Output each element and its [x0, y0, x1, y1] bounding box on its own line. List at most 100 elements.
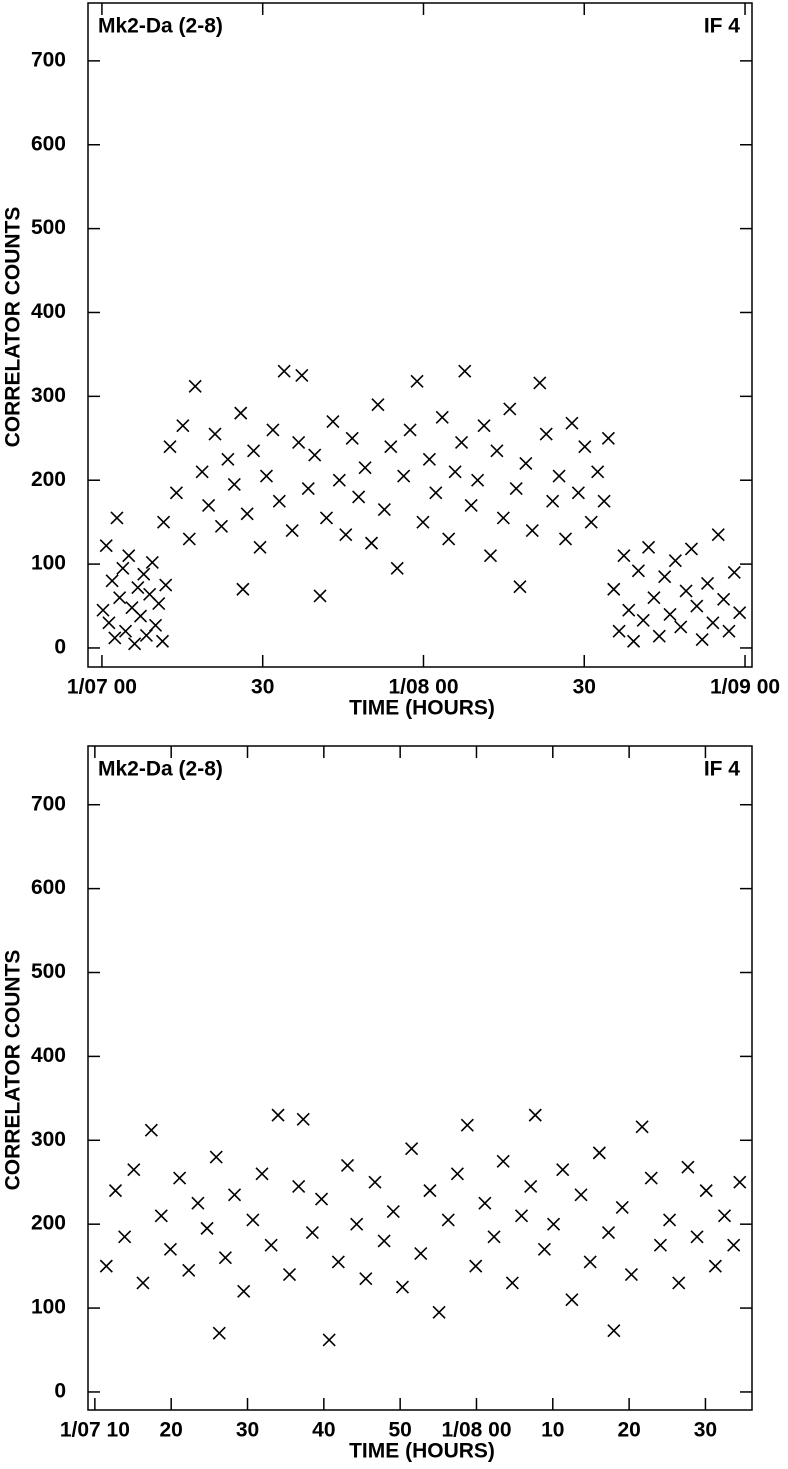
point	[128, 637, 142, 651]
point	[509, 482, 523, 496]
point	[663, 607, 677, 621]
point	[574, 1188, 588, 1202]
point	[546, 494, 560, 508]
point	[152, 596, 166, 611]
point	[118, 1230, 132, 1244]
point	[422, 452, 436, 466]
chart-title: Mk2-Da (2-8)	[98, 758, 223, 781]
point	[403, 423, 417, 437]
x-axis-label: TIME (HOURS)	[349, 697, 495, 720]
point	[108, 1184, 123, 1198]
point	[503, 402, 517, 416]
point	[237, 1284, 251, 1298]
point	[483, 549, 498, 563]
point	[163, 1242, 177, 1256]
point	[272, 494, 286, 508]
y-tick-label: 500	[31, 960, 66, 983]
point	[377, 1234, 391, 1248]
point	[144, 1123, 158, 1137]
point	[136, 1276, 150, 1290]
point	[469, 1259, 483, 1273]
point	[607, 582, 621, 596]
point	[717, 1209, 732, 1223]
point	[384, 440, 398, 454]
point	[397, 469, 411, 483]
y-tick-label: 200	[31, 1212, 66, 1235]
point	[583, 1255, 597, 1269]
point	[308, 448, 322, 462]
point	[390, 561, 404, 575]
point	[292, 435, 306, 450]
point	[108, 631, 122, 645]
point	[624, 1267, 638, 1282]
point	[658, 570, 672, 584]
y-tick-label: 400	[31, 300, 66, 323]
y-tick-label: 300	[31, 384, 66, 407]
point	[514, 1209, 529, 1223]
point	[188, 379, 202, 393]
point	[565, 1293, 579, 1307]
point	[359, 1272, 373, 1286]
point	[448, 465, 462, 479]
point	[708, 1259, 722, 1273]
point	[684, 542, 699, 556]
y-tick-label: 500	[31, 216, 66, 239]
point	[358, 461, 372, 475]
y-tick-label: 300	[31, 1128, 66, 1151]
point	[247, 444, 261, 458]
point	[405, 1142, 419, 1156]
point	[699, 1184, 713, 1198]
point	[277, 364, 291, 378]
point	[601, 1226, 616, 1240]
point	[236, 582, 250, 596]
annotation: IF 4	[704, 758, 740, 781]
point	[552, 469, 566, 483]
point	[212, 1326, 226, 1340]
annotation: IF 4	[704, 15, 740, 38]
point	[255, 1167, 269, 1181]
point	[118, 624, 133, 638]
point	[364, 536, 379, 550]
point	[636, 613, 650, 627]
point	[313, 589, 327, 603]
point	[326, 414, 340, 429]
point	[578, 440, 592, 454]
point	[615, 1200, 629, 1214]
point	[505, 1276, 519, 1290]
y-tick-label: 0	[54, 636, 66, 659]
x-tick-label: 1/07 10	[60, 1419, 130, 1442]
x-tick-label: 30	[251, 676, 274, 699]
point	[331, 1255, 345, 1269]
point	[395, 1280, 410, 1294]
point	[176, 419, 190, 433]
point	[377, 503, 391, 517]
point	[528, 1108, 542, 1122]
point	[253, 540, 267, 554]
point	[200, 1221, 214, 1235]
point	[127, 1163, 141, 1177]
point	[565, 416, 579, 430]
point	[234, 406, 248, 420]
point	[246, 1213, 260, 1227]
point	[99, 539, 113, 553]
point	[601, 431, 615, 445]
point	[414, 1246, 428, 1261]
point	[513, 580, 527, 594]
point	[148, 618, 163, 632]
point	[631, 564, 645, 578]
point	[674, 620, 688, 634]
point	[727, 565, 741, 580]
x-tick-label: 20	[617, 1419, 640, 1442]
point	[195, 465, 209, 479]
point	[717, 592, 731, 606]
point	[519, 456, 533, 471]
point	[652, 629, 666, 643]
y-tick-label: 400	[31, 1044, 66, 1067]
x-tick-label: 50	[388, 1419, 411, 1442]
point	[478, 1196, 492, 1210]
point	[690, 599, 704, 613]
point	[442, 532, 456, 546]
point	[154, 1209, 168, 1223]
point	[706, 616, 720, 630]
